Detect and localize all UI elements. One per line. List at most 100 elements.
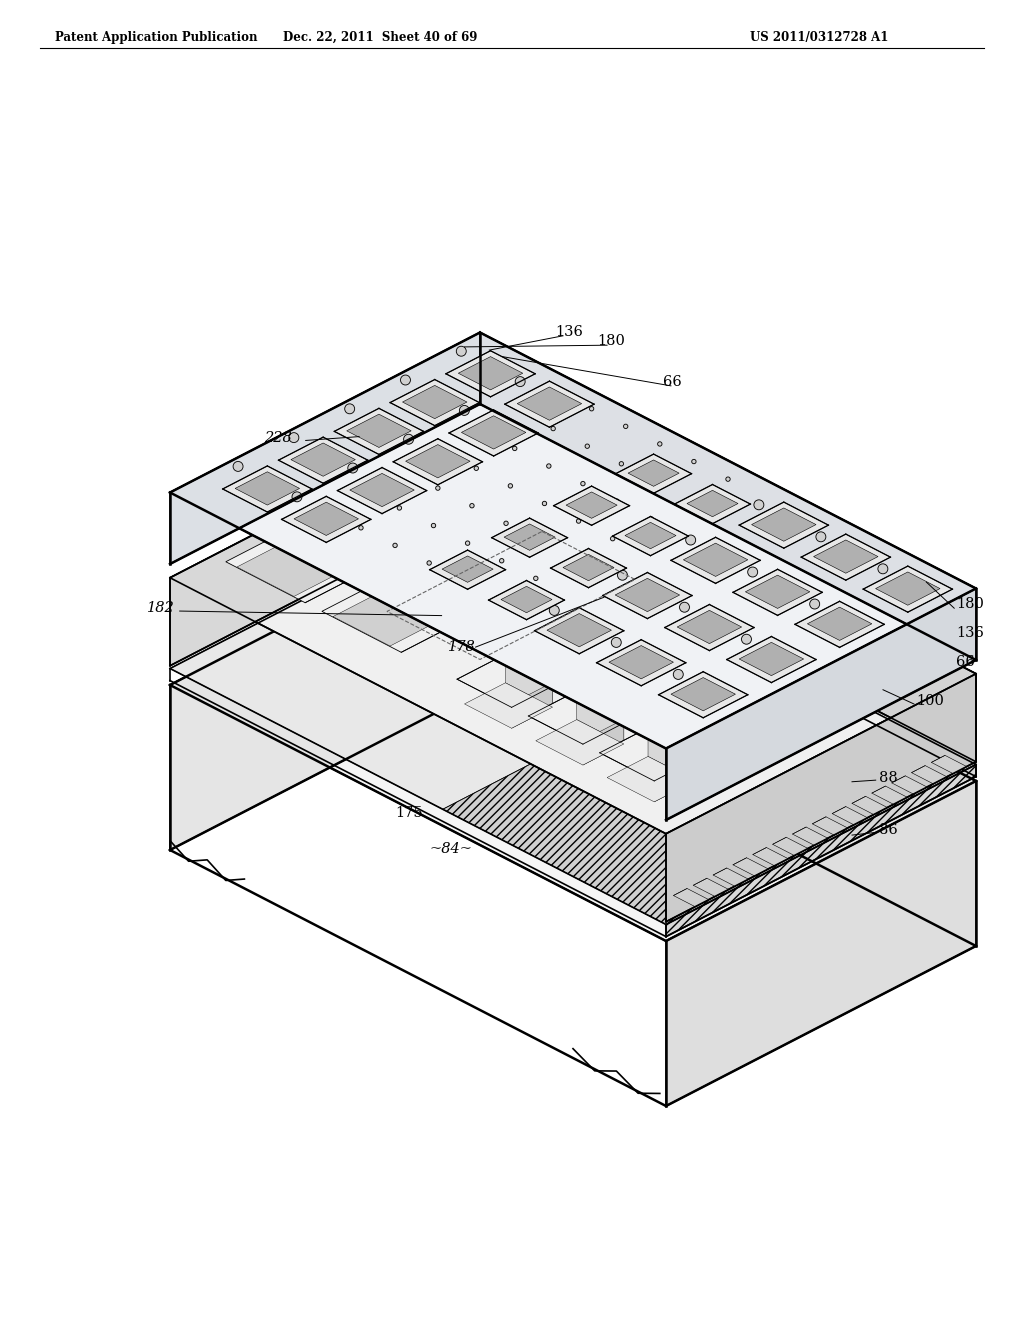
Polygon shape [222,466,312,512]
Polygon shape [671,677,735,711]
Text: 66: 66 [956,655,975,669]
Text: 86: 86 [879,824,897,837]
Polygon shape [237,546,333,597]
Circle shape [496,597,500,601]
Polygon shape [390,380,479,425]
Polygon shape [711,626,758,675]
Circle shape [547,463,551,469]
Polygon shape [783,615,824,661]
Polygon shape [666,673,976,921]
Circle shape [358,525,364,529]
Polygon shape [449,411,539,455]
Circle shape [400,375,411,385]
Polygon shape [670,651,758,696]
Polygon shape [480,417,976,762]
Polygon shape [683,543,748,577]
Polygon shape [666,589,976,820]
Polygon shape [600,727,702,781]
Polygon shape [911,766,947,784]
Polygon shape [795,602,885,647]
Text: 180: 180 [956,597,984,611]
Polygon shape [517,387,582,420]
Circle shape [878,564,888,574]
Polygon shape [170,525,480,850]
Polygon shape [412,528,562,606]
Polygon shape [729,587,833,640]
Polygon shape [480,333,976,660]
Polygon shape [430,550,506,589]
Polygon shape [650,685,691,730]
Polygon shape [512,682,553,729]
Circle shape [504,521,508,525]
Circle shape [549,606,559,615]
Circle shape [345,404,354,413]
Polygon shape [645,614,686,659]
Polygon shape [707,554,754,603]
Polygon shape [236,471,300,506]
Polygon shape [170,417,480,665]
Polygon shape [687,490,738,516]
Polygon shape [741,688,829,733]
Polygon shape [334,408,424,454]
Polygon shape [488,581,564,619]
Polygon shape [504,524,555,550]
Polygon shape [666,764,976,937]
Polygon shape [833,807,867,825]
Polygon shape [592,582,641,627]
Polygon shape [502,482,652,560]
Polygon shape [579,648,620,694]
Circle shape [810,599,819,609]
Circle shape [551,426,555,430]
Polygon shape [658,672,748,718]
Polygon shape [423,550,519,599]
Text: ~84~: ~84~ [429,842,472,855]
Circle shape [611,638,622,647]
Polygon shape [492,519,567,557]
Text: 182: 182 [146,601,174,615]
Circle shape [543,502,547,506]
Circle shape [624,424,628,429]
Polygon shape [648,731,695,780]
Polygon shape [715,697,762,746]
Polygon shape [279,437,368,483]
Polygon shape [693,878,729,896]
Text: 88: 88 [879,771,897,785]
Polygon shape [333,597,429,645]
Text: 175: 175 [395,805,423,820]
Circle shape [435,486,440,490]
Polygon shape [457,655,560,708]
Polygon shape [721,722,762,767]
Polygon shape [609,645,674,678]
Circle shape [457,346,466,356]
Polygon shape [671,537,760,583]
Polygon shape [170,333,976,748]
Circle shape [577,519,581,523]
Circle shape [289,433,299,442]
Circle shape [741,634,752,644]
Circle shape [461,578,466,582]
Circle shape [692,459,696,463]
Polygon shape [456,444,534,483]
Circle shape [508,483,513,488]
Circle shape [610,536,614,541]
Polygon shape [612,516,688,556]
Circle shape [754,500,764,510]
Polygon shape [170,417,976,834]
Text: Dec. 22, 2011  Sheet 40 of 69: Dec. 22, 2011 Sheet 40 of 69 [283,30,477,44]
Polygon shape [442,556,494,582]
Polygon shape [752,508,816,541]
Circle shape [470,503,474,508]
Polygon shape [777,591,824,640]
Polygon shape [666,781,976,1106]
Polygon shape [733,569,822,615]
Circle shape [748,568,758,577]
Polygon shape [863,566,952,612]
Polygon shape [639,589,686,638]
Polygon shape [808,653,896,698]
Polygon shape [675,484,751,524]
Polygon shape [674,722,762,767]
Polygon shape [462,539,540,579]
Circle shape [617,570,628,581]
Polygon shape [801,624,903,677]
Polygon shape [459,356,523,389]
